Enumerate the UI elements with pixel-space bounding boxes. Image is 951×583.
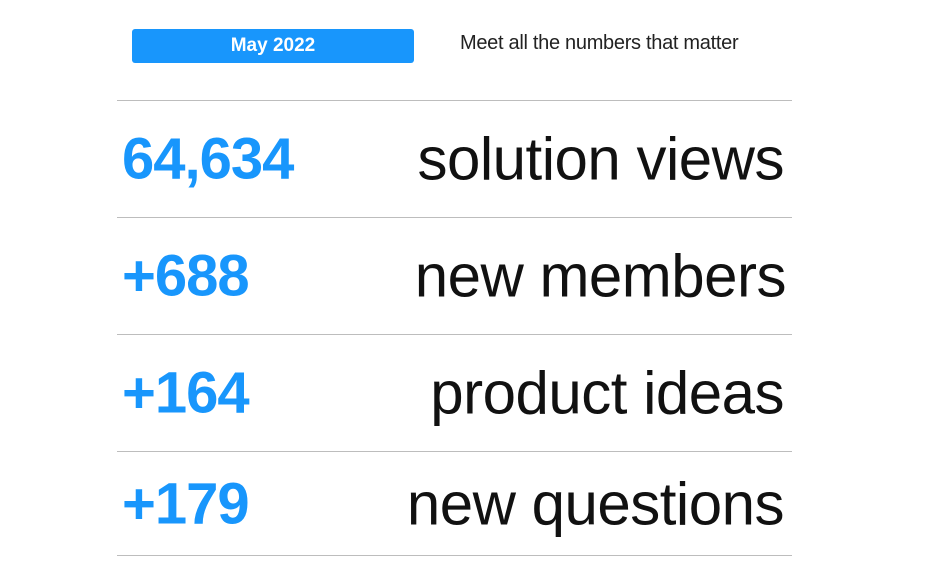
stat-row-new-members: +688 new members: [117, 218, 792, 334]
stat-row-product-ideas: +164 product ideas: [117, 335, 792, 451]
tagline: Meet all the numbers that matter: [460, 32, 739, 54]
divider: [117, 334, 792, 335]
stat-label: new members: [414, 242, 787, 310]
stat-label: new questions: [406, 470, 785, 537]
stat-value: +164: [122, 360, 250, 426]
divider: [117, 451, 792, 452]
stat-value: 64,634: [122, 126, 294, 192]
divider: [117, 100, 792, 101]
stat-row-solution-views: 64,634 solution views: [117, 101, 792, 217]
stat-value: +688: [122, 243, 250, 309]
stat-label: solution views: [417, 125, 784, 193]
stat-label: product ideas: [430, 359, 784, 427]
stat-value: +179: [122, 471, 250, 536]
divider: [117, 217, 792, 218]
stat-row-new-questions: +179 new questions: [117, 452, 792, 555]
divider: [117, 555, 792, 556]
period-badge: May 2022: [132, 29, 414, 63]
